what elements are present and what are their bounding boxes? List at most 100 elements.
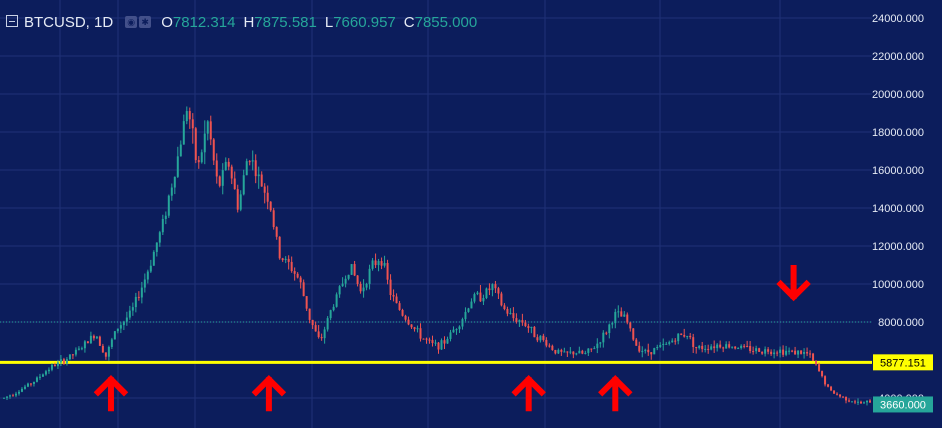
candle-body bbox=[362, 287, 365, 292]
candle-body bbox=[638, 345, 641, 352]
arrow-shape bbox=[511, 375, 546, 412]
candle-body bbox=[287, 258, 290, 262]
candle-body bbox=[737, 348, 740, 350]
candle-body bbox=[416, 328, 419, 330]
candle-body bbox=[833, 390, 836, 394]
candle-body bbox=[524, 322, 527, 327]
candle-body bbox=[608, 324, 611, 334]
candle-body bbox=[437, 342, 440, 350]
candle-body bbox=[494, 284, 497, 289]
candle-body bbox=[716, 344, 719, 349]
candle-body bbox=[200, 152, 203, 163]
candle-body bbox=[5, 396, 8, 398]
candle-body bbox=[122, 321, 125, 326]
up-arrow-icon bbox=[251, 375, 287, 412]
price-axis[interactable]: 24000.000 22000.000 20000.000 18000.000 1600… bbox=[872, 13, 924, 405]
candle-body bbox=[71, 354, 74, 356]
candle-body bbox=[827, 384, 830, 387]
candle-body bbox=[59, 359, 62, 363]
candle-body bbox=[446, 338, 449, 344]
candle-body bbox=[14, 393, 17, 396]
candle-body bbox=[56, 362, 59, 367]
candle-body bbox=[575, 353, 578, 355]
candle-body bbox=[44, 371, 47, 375]
candle-body bbox=[92, 335, 95, 339]
candle-body bbox=[653, 348, 656, 355]
candle-body bbox=[209, 121, 212, 140]
candle-body bbox=[797, 350, 800, 355]
candle-body bbox=[464, 311, 467, 320]
candle-body bbox=[704, 348, 707, 350]
candle-body bbox=[449, 332, 452, 339]
collapse-icon[interactable] bbox=[6, 15, 18, 27]
candle-body bbox=[47, 369, 50, 372]
candle-body bbox=[104, 352, 107, 357]
candle-body bbox=[401, 309, 404, 316]
candle-body bbox=[755, 348, 758, 352]
price-tag-label: 5877.151 bbox=[880, 357, 926, 369]
price-tags: 5877.151 3660.000 bbox=[873, 354, 933, 413]
candle-body bbox=[467, 308, 470, 312]
candle-body bbox=[695, 347, 698, 349]
candle-body bbox=[758, 348, 761, 352]
open-value: 7812.314 bbox=[172, 13, 236, 31]
eye-icon[interactable]: ◉ bbox=[125, 16, 138, 28]
candle-body bbox=[107, 346, 110, 357]
candle-body bbox=[779, 349, 782, 353]
candle-body bbox=[782, 349, 785, 355]
symbol-title[interactable]: BTCUSD, 1D bbox=[24, 13, 114, 31]
candle-body bbox=[830, 386, 833, 391]
high-label: H bbox=[243, 13, 255, 31]
candle-body bbox=[731, 346, 734, 348]
candle-body bbox=[410, 324, 413, 328]
candle-body bbox=[791, 350, 794, 352]
candle-body bbox=[260, 174, 263, 187]
candle-body bbox=[860, 401, 863, 404]
candle-body bbox=[440, 340, 443, 350]
candle-body bbox=[542, 335, 545, 340]
arrow-shape bbox=[251, 375, 287, 412]
candle-body bbox=[194, 128, 197, 161]
open-label: O bbox=[161, 13, 173, 31]
candle-body bbox=[380, 261, 383, 266]
candle-body bbox=[623, 314, 626, 317]
candle-body bbox=[50, 364, 53, 370]
candle-body bbox=[515, 318, 518, 322]
candle-body bbox=[761, 351, 764, 354]
candle-body bbox=[788, 350, 791, 352]
candle-body bbox=[431, 340, 434, 344]
candle-body bbox=[317, 331, 320, 338]
candle-body bbox=[584, 352, 587, 354]
candle-body bbox=[863, 402, 866, 404]
candle-body bbox=[257, 174, 260, 177]
settings-icon[interactable]: ✱ bbox=[139, 16, 152, 28]
candle-body bbox=[131, 307, 134, 311]
candle-body bbox=[671, 340, 674, 343]
candle-body bbox=[620, 311, 623, 317]
candle-body bbox=[20, 388, 23, 392]
candle-body bbox=[182, 121, 185, 145]
candle-body bbox=[650, 352, 653, 355]
candle-body bbox=[626, 314, 629, 323]
candle-body bbox=[305, 296, 308, 309]
candle-body bbox=[383, 263, 386, 266]
candle-body bbox=[341, 283, 344, 287]
candle-body bbox=[197, 160, 200, 163]
candle-body bbox=[251, 160, 254, 162]
up-arrow-icon bbox=[598, 375, 633, 412]
candle-body bbox=[551, 345, 554, 350]
candle-body bbox=[590, 348, 593, 350]
candle-body bbox=[413, 327, 416, 330]
up-arrow-icon bbox=[93, 375, 129, 412]
y-tick-label: 8000.000 bbox=[878, 317, 924, 329]
candle-body bbox=[119, 325, 122, 329]
candle-body bbox=[725, 344, 728, 349]
candle-body bbox=[95, 336, 98, 339]
candle-body bbox=[191, 119, 194, 129]
candle-body bbox=[206, 121, 209, 134]
candle-body bbox=[488, 288, 491, 291]
candle-body bbox=[461, 319, 464, 327]
up-arrow-icon bbox=[511, 375, 546, 412]
